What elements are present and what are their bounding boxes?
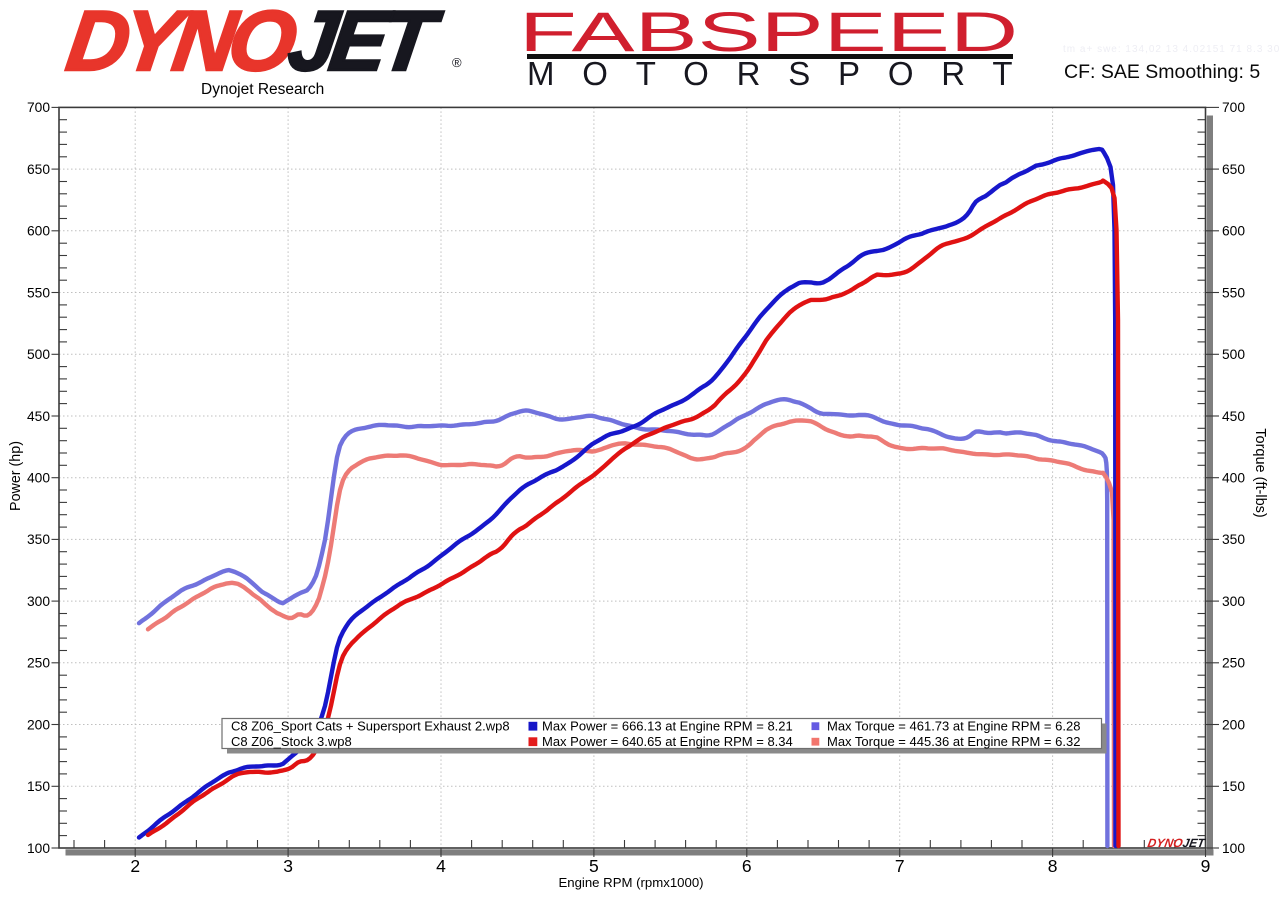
svg-text:150: 150 [27,779,50,794]
svg-text:400: 400 [27,471,50,486]
svg-text:5: 5 [589,856,599,876]
svg-text:200: 200 [27,717,50,732]
svg-text:400: 400 [1222,471,1245,486]
svg-text:C8 Z06_Sport Cats + Supersport: C8 Z06_Sport Cats + Supersport Exhaust 2… [231,718,510,733]
svg-text:650: 650 [1222,162,1245,177]
svg-text:Power (hp): Power (hp) [8,441,24,511]
svg-text:Max Power = 640.65 at Engine R: Max Power = 640.65 at Engine RPM = 8.34 [542,734,793,749]
svg-text:JET: JET [1181,836,1207,850]
svg-text:4: 4 [436,856,446,876]
svg-text:6: 6 [742,856,752,876]
svg-text:500: 500 [1222,347,1245,362]
svg-text:300: 300 [1222,594,1245,609]
svg-text:450: 450 [27,409,50,424]
svg-text:600: 600 [1222,224,1245,239]
svg-text:7: 7 [895,856,905,876]
svg-text:550: 550 [1222,285,1245,300]
svg-text:250: 250 [27,656,50,671]
svg-text:Max Torque = 445.36 at Engine: Max Torque = 445.36 at Engine RPM = 6.32 [827,734,1080,749]
svg-text:500: 500 [27,347,50,362]
svg-text:100: 100 [27,841,50,856]
svg-text:9: 9 [1201,856,1211,876]
svg-text:100: 100 [1222,841,1245,856]
svg-text:550: 550 [27,285,50,300]
svg-text:Torque (ft-lbs): Torque (ft-lbs) [1252,428,1268,517]
svg-text:600: 600 [27,224,50,239]
svg-text:200: 200 [1222,717,1245,732]
svg-text:350: 350 [27,532,50,547]
svg-text:250: 250 [1222,656,1245,671]
svg-text:DYNO: DYNO [1146,836,1184,850]
svg-text:700: 700 [1222,100,1245,115]
svg-text:Max Torque = 461.73 at Engine: Max Torque = 461.73 at Engine RPM = 6.28 [827,718,1080,733]
svg-text:Max Power = 666.13 at Engine R: Max Power = 666.13 at Engine RPM = 8.21 [542,718,793,733]
svg-text:8: 8 [1048,856,1058,876]
svg-text:3: 3 [283,856,293,876]
svg-text:C8 Z06_Stock 3.wp8: C8 Z06_Stock 3.wp8 [231,734,352,749]
svg-text:300: 300 [27,594,50,609]
svg-text:650: 650 [27,162,50,177]
svg-text:350: 350 [1222,532,1245,547]
svg-text:150: 150 [1222,779,1245,794]
svg-text:700: 700 [27,100,50,115]
svg-text:450: 450 [1222,409,1245,424]
svg-text:2: 2 [130,856,140,876]
svg-text:Engine RPM (rpmx1000): Engine RPM (rpmx1000) [558,875,703,890]
